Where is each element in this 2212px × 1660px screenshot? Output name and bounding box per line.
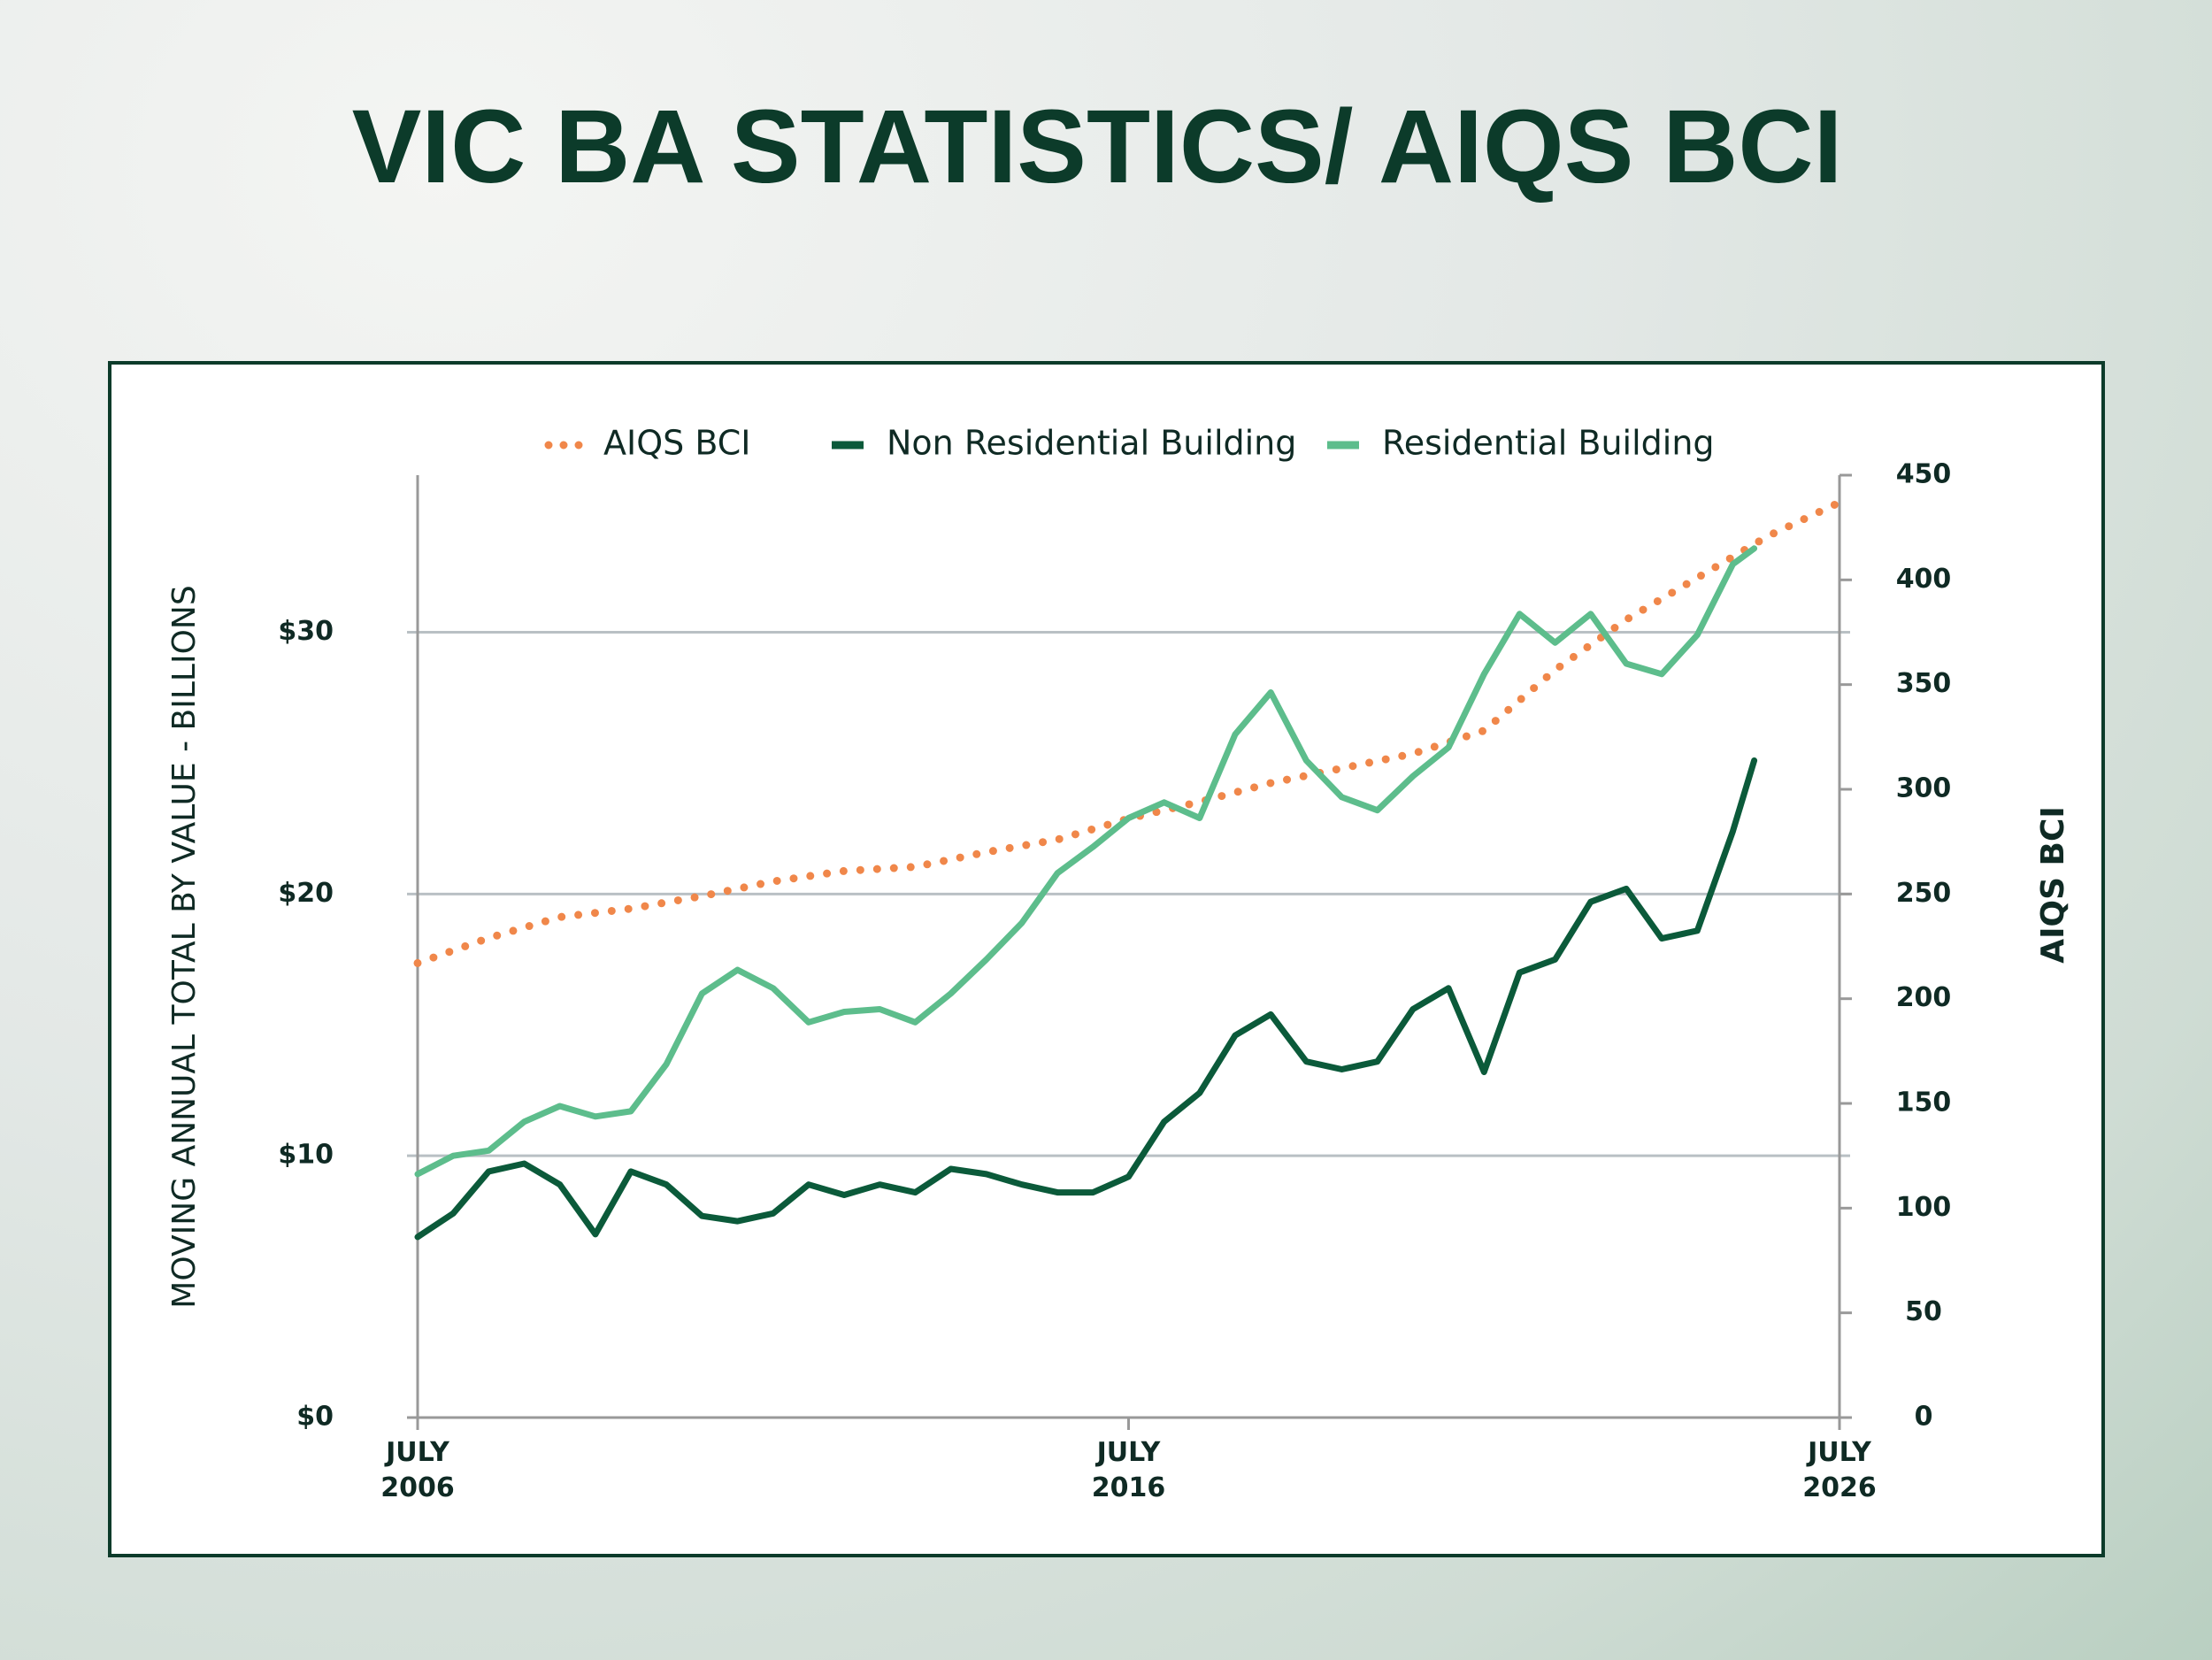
- y2-tick-label: 250: [1896, 878, 1952, 909]
- y-tick-label: $0: [296, 1402, 334, 1433]
- y2-tick-label: 150: [1896, 1087, 1952, 1118]
- y-tick-label: $30: [278, 616, 334, 647]
- x-tick-label: JULY 2026: [1802, 1437, 1877, 1503]
- chart-title: VIC BA STATISTICS/ AIQS BCI: [352, 88, 1843, 205]
- y2-tick-label: 50: [1905, 1296, 1942, 1327]
- x-tick-label: JULY 2006: [380, 1437, 455, 1503]
- y2-tick-label: 100: [1896, 1192, 1952, 1223]
- y2-tick-label: 0: [1915, 1402, 1933, 1433]
- y-axis-title: MOVING ANNUAL TOTAL BY VALUE - BILLIONS: [166, 585, 203, 1308]
- y-tick-label: $10: [278, 1140, 334, 1171]
- x-tick-label: JULY 2016: [1091, 1437, 1166, 1503]
- y2-tick-label: 400: [1896, 564, 1952, 595]
- y-tick-label: $20: [278, 878, 334, 909]
- y2-tick-label: 200: [1896, 982, 1952, 1013]
- series-line: [414, 757, 1758, 1241]
- legend-label: Residential Building: [1382, 424, 1715, 463]
- y2-tick-label: 350: [1896, 668, 1952, 699]
- y2-tick-label: 300: [1896, 773, 1952, 804]
- y2-axis-title: AIQS BCI: [2035, 806, 2071, 964]
- legend-label: AIQS BCI: [603, 424, 750, 463]
- series-line: [413, 498, 1844, 967]
- legend-label: Non Residential Building: [887, 424, 1296, 463]
- y2-tick-label: 450: [1896, 459, 1952, 490]
- series-line: [414, 545, 1758, 1178]
- chart-frame: [108, 361, 2105, 1557]
